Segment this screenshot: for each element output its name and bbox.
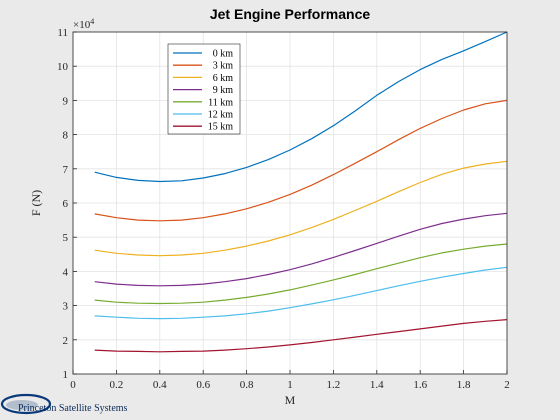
x-tick-label: 1.4 [370,379,384,391]
x-axis-label: M [285,393,296,407]
series-line-0 [94,31,508,183]
y-tick-label: 5 [63,232,69,244]
x-tick-label: 0.6 [196,379,210,391]
series-line-1 [94,99,508,222]
x-tick-label: 0.4 [153,379,167,391]
x-tick-label: 1 [287,379,293,391]
legend-label-1: 3 km [213,61,234,72]
x-tick-label: 1.8 [457,379,471,391]
legend-label-4: 11 km [208,97,233,108]
legend-label-2: 6 km [213,73,234,84]
legend-label-0: 0 km [213,49,234,60]
series-line-3 [94,212,508,287]
brand-logo: Princeton Satellite Systems [0,393,128,415]
x-tick-label: 1.6 [413,379,427,391]
x-tick-label: 0.2 [110,379,124,391]
y-tick-labels: 1 2 3 4 5 6 7 8 9 10 11 [57,27,69,381]
y-tick-label: 7 [63,164,69,176]
plot-frame [72,31,508,375]
series-lines [94,31,508,353]
y-tick-label: 3 [63,301,69,313]
legend-label-5: 12 km [208,110,234,121]
brand-text: Princeton Satellite Systems [18,403,128,414]
logo-swoosh-inner [6,400,38,410]
x-tick-label: 0 [70,379,76,391]
x-tick-labels: 0 0.2 0.4 0.6 0.8 1 1.2 1.4 1.6 1.8 2 [70,379,510,391]
series-line-6 [94,319,508,353]
y-tick-label: 6 [63,198,69,210]
y-tick-label: 11 [57,27,68,39]
y-axis-label: F (N) [29,190,43,216]
series-line-4 [94,243,508,305]
series-line-5 [94,266,508,320]
y-exponent-power: 4 [90,17,94,26]
y-tick-label: 1 [63,369,69,381]
y-tick-label: 9 [63,95,69,107]
y-tick-label: 4 [63,266,69,278]
y-tick-label: 2 [63,335,69,347]
grid [72,31,508,375]
chart-title: Jet Engine Performance [210,6,370,22]
y-tick-label: 10 [57,61,69,73]
series-line-2 [94,160,508,257]
y-exponent-base: ×10 [73,19,91,31]
legend-label-6: 15 km [208,122,234,133]
y-exponent: ×104 [73,17,94,31]
y-tick-label: 8 [63,130,69,142]
x-tick-label: 2 [504,379,510,391]
x-tick-label: 0.8 [240,379,254,391]
legend-label-3: 9 km [213,85,234,96]
x-tick-label: 1.2 [327,379,341,391]
logo-swoosh [0,393,52,415]
